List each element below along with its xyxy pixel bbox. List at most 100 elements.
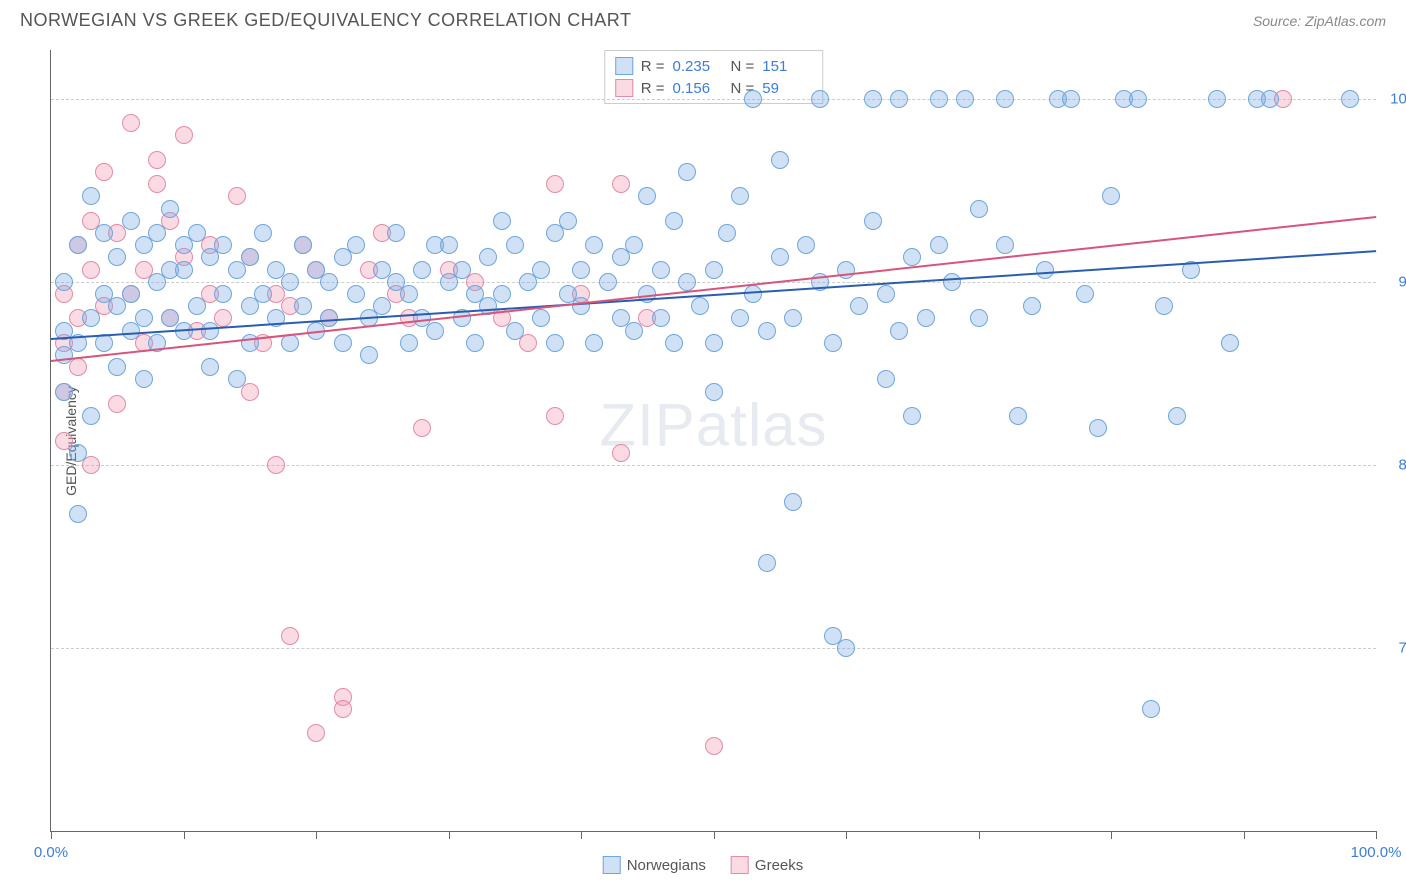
scatter-point xyxy=(532,309,550,327)
scatter-point xyxy=(1341,90,1359,108)
scatter-point xyxy=(479,248,497,266)
scatter-point xyxy=(294,236,312,254)
legend-swatch xyxy=(615,79,633,97)
scatter-point xyxy=(82,309,100,327)
scatter-point xyxy=(758,322,776,340)
scatter-point xyxy=(1261,90,1279,108)
scatter-point xyxy=(917,309,935,327)
r-label: R = xyxy=(641,58,665,75)
scatter-point xyxy=(864,90,882,108)
scatter-point xyxy=(493,285,511,303)
scatter-point xyxy=(506,322,524,340)
series-legend: NorwegiansGreeks xyxy=(603,856,804,874)
scatter-point xyxy=(95,163,113,181)
scatter-point xyxy=(188,224,206,242)
scatter-point xyxy=(625,322,643,340)
scatter-point xyxy=(1089,419,1107,437)
scatter-point xyxy=(824,334,842,352)
scatter-point xyxy=(572,297,590,315)
scatter-point xyxy=(413,261,431,279)
r-label: R = xyxy=(641,80,665,97)
scatter-point xyxy=(546,407,564,425)
scatter-point xyxy=(638,187,656,205)
scatter-point xyxy=(241,334,259,352)
scatter-point xyxy=(69,358,87,376)
r-value: 0.156 xyxy=(673,80,723,97)
scatter-point xyxy=(201,358,219,376)
chart-plot-area: GED/Equivalency ZIPatlas R =0.235N =151R… xyxy=(50,50,1376,832)
scatter-point xyxy=(466,334,484,352)
scatter-point xyxy=(1009,407,1027,425)
x-tick xyxy=(846,831,847,839)
x-tick xyxy=(184,831,185,839)
scatter-point xyxy=(532,261,550,279)
scatter-point xyxy=(758,554,776,572)
scatter-point xyxy=(281,273,299,291)
scatter-point xyxy=(678,163,696,181)
scatter-point xyxy=(214,285,232,303)
scatter-point xyxy=(201,322,219,340)
legend-label: Norwegians xyxy=(627,857,706,874)
scatter-point xyxy=(135,309,153,327)
scatter-point xyxy=(334,700,352,718)
scatter-point xyxy=(744,90,762,108)
scatter-point xyxy=(360,346,378,364)
scatter-point xyxy=(82,187,100,205)
scatter-point xyxy=(877,370,895,388)
scatter-point xyxy=(122,114,140,132)
scatter-point xyxy=(413,419,431,437)
scatter-point xyxy=(930,236,948,254)
source-attribution: Source: ZipAtlas.com xyxy=(1253,13,1386,29)
scatter-point xyxy=(1023,297,1041,315)
scatter-point xyxy=(890,322,908,340)
scatter-point xyxy=(69,444,87,462)
scatter-point xyxy=(996,90,1014,108)
scatter-point xyxy=(334,334,352,352)
scatter-point xyxy=(1168,407,1186,425)
scatter-point xyxy=(82,407,100,425)
scatter-point xyxy=(585,236,603,254)
scatter-point xyxy=(718,224,736,242)
scatter-point xyxy=(771,248,789,266)
stats-legend: R =0.235N =151R =0.156N =59 xyxy=(604,50,824,104)
scatter-point xyxy=(559,212,577,230)
scatter-point xyxy=(400,334,418,352)
scatter-point xyxy=(254,285,272,303)
scatter-point xyxy=(148,175,166,193)
watermark-atlas: atlas xyxy=(696,391,828,458)
scatter-point xyxy=(850,297,868,315)
scatter-point xyxy=(996,236,1014,254)
grid-line xyxy=(51,282,1376,283)
scatter-point xyxy=(546,175,564,193)
scatter-point xyxy=(784,309,802,327)
y-tick-label: 77.5% xyxy=(1398,639,1406,656)
scatter-point xyxy=(903,248,921,266)
scatter-point xyxy=(108,358,126,376)
legend-swatch xyxy=(615,57,633,75)
scatter-point xyxy=(400,285,418,303)
scatter-point xyxy=(811,90,829,108)
scatter-point xyxy=(797,236,815,254)
scatter-point xyxy=(1129,90,1147,108)
scatter-point xyxy=(267,456,285,474)
x-tick xyxy=(1376,831,1377,839)
x-tick xyxy=(449,831,450,839)
scatter-point xyxy=(890,90,908,108)
x-tick-label: 100.0% xyxy=(1351,844,1402,861)
scatter-point xyxy=(82,456,100,474)
scatter-point xyxy=(188,297,206,315)
scatter-point xyxy=(625,236,643,254)
scatter-point xyxy=(943,273,961,291)
scatter-point xyxy=(108,395,126,413)
scatter-point xyxy=(95,224,113,242)
stats-legend-row: R =0.235N =151 xyxy=(615,55,813,77)
scatter-point xyxy=(241,248,259,266)
scatter-point xyxy=(612,444,630,462)
scatter-point xyxy=(108,248,126,266)
scatter-point xyxy=(665,334,683,352)
scatter-point xyxy=(705,383,723,401)
scatter-point xyxy=(122,285,140,303)
scatter-point xyxy=(148,224,166,242)
stats-legend-row: R =0.156N =59 xyxy=(615,77,813,99)
scatter-point xyxy=(175,126,193,144)
